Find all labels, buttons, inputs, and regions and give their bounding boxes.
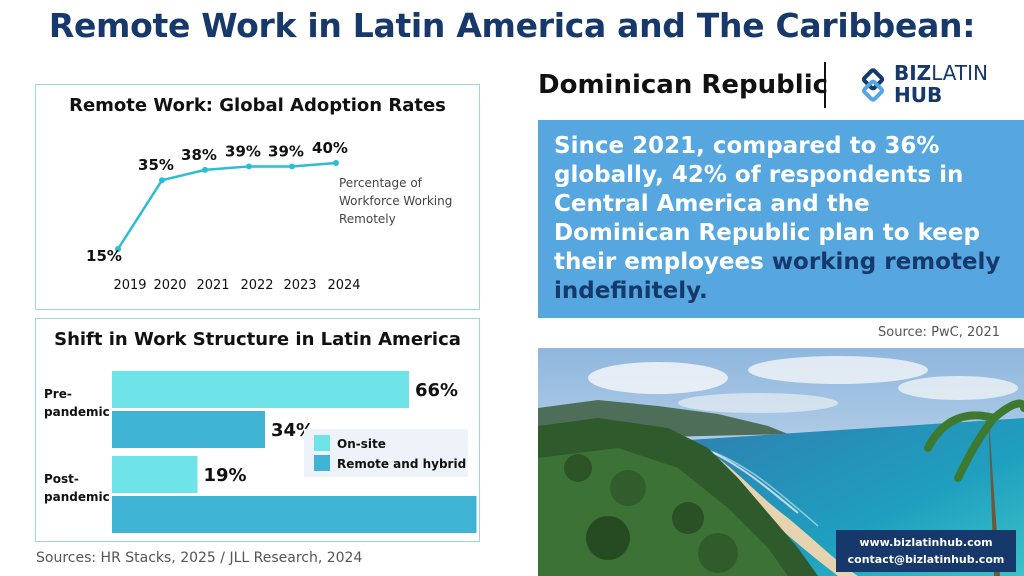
legend-swatch	[314, 455, 330, 471]
bar	[112, 371, 409, 408]
data-point	[289, 163, 295, 170]
logo-latin: LATIN	[931, 61, 988, 85]
x-tick-label: 2023	[283, 278, 316, 293]
data-label: 40%	[312, 139, 348, 157]
data-label: 15%	[86, 247, 122, 265]
sources-text: Sources: HR Stacks, 2025 / JLL Research,…	[36, 550, 363, 566]
data-point	[115, 246, 121, 252]
bizlatinhub-logo: BIZLATIN HUB	[856, 62, 996, 108]
series-annotation: Remotely	[339, 212, 396, 226]
info-highlight: working remotely indefinitely.	[554, 249, 1001, 304]
data-label: 35%	[138, 156, 174, 174]
logo-wordmark: BIZLATIN HUB	[894, 62, 988, 106]
data-point	[202, 166, 208, 173]
data-label: 39%	[225, 142, 261, 160]
x-tick-label: 2024	[327, 278, 360, 293]
series-annotation: Percentage of	[339, 176, 423, 190]
legend-swatch	[314, 435, 330, 451]
data-point	[159, 177, 165, 184]
data-point	[246, 163, 252, 170]
category-label: pandemic	[44, 490, 110, 504]
x-tick-label: 2022	[240, 278, 273, 293]
line-chart-svg: 15% 2019 35% 2020 38% 2021 39% 2022 39% 2023 40% 20…	[86, 139, 452, 293]
source-pwc: Source: PwC, 2021	[878, 325, 1001, 340]
series-annotation: Workforce Working	[339, 194, 452, 208]
category-label: pandemic	[44, 405, 110, 419]
category-label: Pre-	[44, 387, 72, 401]
info-callout: Since 2021, compared to 36% globally, 42…	[538, 120, 1024, 318]
logo-biz: BIZ	[894, 61, 932, 85]
bar-chart-svg: Pre-pandemic66%34%Post-pandemic19%81%On-…	[44, 371, 477, 533]
info-text: Since 2021, compared to 36% globally, 42…	[554, 133, 980, 275]
contact-box: www.bizlatinhub.com contact@bizlatinhub.…	[836, 530, 1016, 572]
chart-title: Shift in Work Structure in Latin America	[54, 329, 461, 350]
data-label: 38%	[181, 146, 217, 164]
x-tick-label: 2020	[153, 278, 186, 293]
page-title: Remote Work in Latin America and The Car…	[48, 6, 976, 45]
category-label: Post-	[44, 472, 79, 486]
x-tick-label: 2021	[196, 278, 229, 293]
chart-title: Remote Work: Global Adoption Rates	[69, 95, 446, 116]
email-text[interactable]: contact@bizlatinhub.com	[847, 553, 1005, 566]
website-text[interactable]: www.bizlatinhub.com	[859, 536, 993, 549]
country-name: Dominican Republic	[538, 70, 829, 100]
bar-value-label: 66%	[415, 380, 458, 401]
bar	[112, 411, 265, 448]
legend-label: On-site	[337, 437, 386, 451]
bar-value-label: 34%	[271, 420, 314, 441]
bar-value-label: 19%	[204, 465, 247, 486]
bar	[112, 496, 477, 533]
data-point	[333, 160, 339, 166]
x-tick-label: 2019	[113, 278, 146, 293]
bar	[112, 456, 198, 493]
legend-box	[304, 429, 468, 477]
work-structure-chart: Shift in Work Structure in Latin America…	[35, 318, 480, 542]
legend-label: Remote and hybrid	[337, 457, 466, 471]
data-label: 39%	[268, 142, 304, 160]
logo-icon	[861, 68, 885, 102]
adoption-rate-chart: Remote Work: Global Adoption Rates 15% 20…	[35, 84, 480, 310]
logo-hub: HUB	[894, 83, 943, 107]
divider	[824, 62, 826, 108]
series-line	[116, 161, 337, 250]
